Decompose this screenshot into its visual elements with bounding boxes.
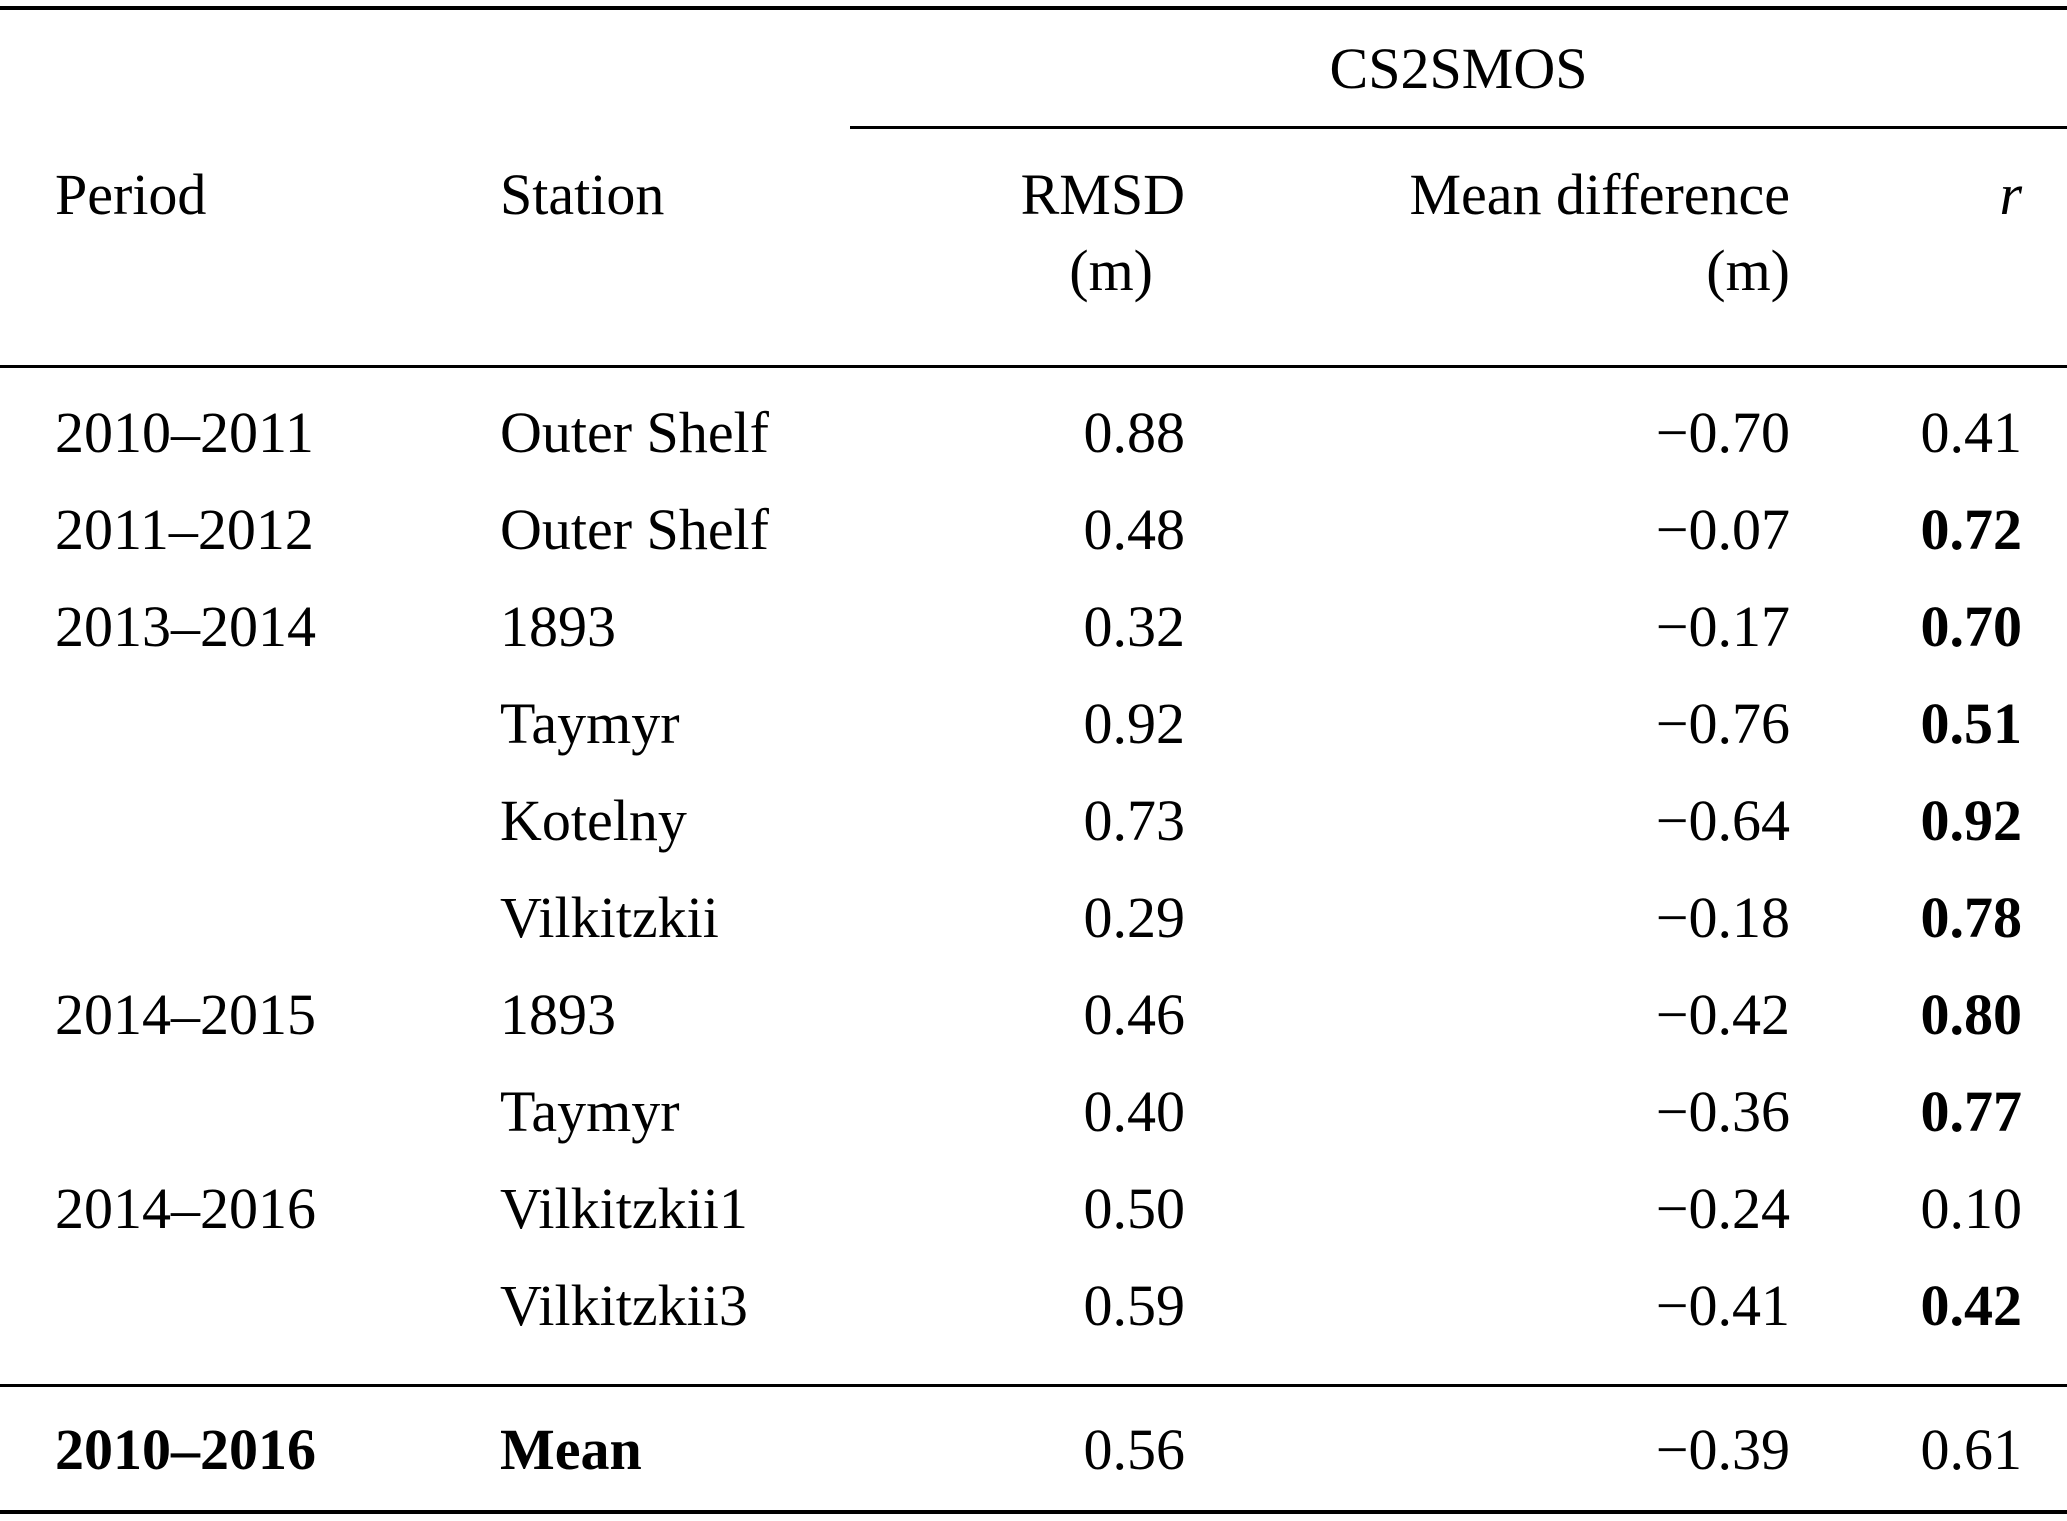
- station-cell: Vilkitzkii: [500, 885, 719, 950]
- col-header-r: r: [1790, 127, 2067, 368]
- col-header-station: Station: [500, 127, 850, 368]
- r-cell: 0.42: [1920, 1273, 2023, 1338]
- r-cell: 0.77: [1920, 1079, 2023, 1144]
- rmsd-cell: 0.48: [1083, 497, 1186, 562]
- r-cell: 0.41: [1920, 400, 2023, 465]
- mean-difference-cell: −0.24: [1655, 1176, 1790, 1241]
- period-cell: 2010–2011: [55, 400, 314, 465]
- rmsd-cell: 0.73: [1083, 788, 1186, 853]
- rmsd-cell: 0.92: [1083, 691, 1186, 756]
- table-row: Kotelny 0.73 −0.64 0.92: [0, 772, 2067, 869]
- rmsd-cell: 0.40: [1083, 1079, 1186, 1144]
- period-cell: 2013–2014: [55, 594, 316, 659]
- summary-period-cell: 2010–2016: [0, 1384, 500, 1514]
- r-cell: 0.78: [1920, 885, 2023, 950]
- r-cell: 0.51: [1920, 691, 2023, 756]
- table-row: 2013–2014 1893 0.32 −0.17 0.70: [0, 578, 2067, 675]
- period-cell: [0, 675, 500, 772]
- table-header: CS2SMOS Period Station RMSD (m) Mean dif…: [0, 6, 2067, 368]
- period-cell: [0, 1257, 500, 1386]
- table-row: Taymyr 0.92 −0.76 0.51: [0, 675, 2067, 772]
- rmsd-cell: 0.50: [1083, 1176, 1186, 1241]
- rmsd-cell: 0.46: [1083, 982, 1186, 1047]
- period-cell: [0, 869, 500, 966]
- station-cell: 1893: [500, 594, 616, 659]
- mean-difference-cell: −0.17: [1655, 594, 1790, 659]
- column-header-row: Period Station RMSD (m) Mean difference …: [0, 127, 2067, 368]
- span-header-spacer: [0, 6, 850, 128]
- station-cell: Outer Shelf: [500, 497, 769, 562]
- mean-difference-cell: −0.36: [1655, 1079, 1790, 1144]
- period-cell: 2011–2012: [55, 497, 314, 562]
- mean-difference-cell: −0.64: [1655, 788, 1790, 853]
- span-header-cs2smos: CS2SMOS: [850, 6, 2067, 129]
- mean-difference-unit-label: (m): [1706, 238, 1790, 303]
- rmsd-label: RMSD: [1020, 162, 1185, 227]
- span-header-row: CS2SMOS: [0, 6, 2067, 129]
- table-row: Taymyr 0.40 −0.36 0.77: [0, 1063, 2067, 1160]
- table-row: 2011–2012 Outer Shelf 0.48 −0.07 0.72: [0, 481, 2067, 578]
- rmsd-cell: 0.59: [1083, 1273, 1186, 1338]
- mean-difference-cell: −0.07: [1655, 497, 1790, 562]
- r-cell: 0.10: [1920, 1176, 2023, 1241]
- mean-difference-cell: −0.41: [1655, 1273, 1790, 1338]
- mean-difference-cell: −0.42: [1655, 982, 1790, 1047]
- rmsd-cell: 0.88: [1083, 400, 1186, 465]
- summary-row: 2010–2016 Mean 0.56 −0.39 0.61: [0, 1384, 2067, 1514]
- station-cell: 1893: [500, 982, 616, 1047]
- station-cell: Kotelny: [500, 788, 687, 853]
- col-header-mean-difference: Mean difference (m): [1185, 127, 1790, 368]
- mean-difference-cell: −0.76: [1655, 691, 1790, 756]
- station-cell: Outer Shelf: [500, 400, 769, 465]
- station-cell: Taymyr: [500, 1079, 680, 1144]
- summary-rmsd-cell: 0.56: [850, 1384, 1185, 1514]
- summary-mean-difference-cell: −0.39: [1185, 1384, 1790, 1514]
- table-row: 2014–2015 1893 0.46 −0.42 0.80: [0, 966, 2067, 1063]
- rmsd-unit-label: (m): [1069, 238, 1153, 303]
- period-cell: [0, 1063, 500, 1160]
- r-cell: 0.72: [1920, 497, 2023, 562]
- table-row: 2014–2016 Vilkitzkii1 0.50 −0.24 0.10: [0, 1160, 2067, 1257]
- table-summary: 2010–2016 Mean 0.56 −0.39 0.61: [0, 1384, 2067, 1514]
- col-header-period: Period: [0, 127, 500, 368]
- station-cell: Vilkitzkii3: [500, 1273, 748, 1338]
- r-cell: 0.92: [1920, 788, 2023, 853]
- table-body: 2010–2011 Outer Shelf 0.88 −0.70 0.41 20…: [0, 367, 2067, 1386]
- mean-difference-cell: −0.70: [1655, 400, 1790, 465]
- r-cell: 0.70: [1920, 594, 2023, 659]
- validation-stats-table: CS2SMOS Period Station RMSD (m) Mean dif…: [0, 6, 2067, 1514]
- station-cell: Vilkitzkii1: [500, 1176, 748, 1241]
- period-cell: [0, 772, 500, 869]
- mean-difference-label: Mean difference: [1409, 162, 1790, 227]
- rmsd-cell: 0.29: [1083, 885, 1186, 950]
- summary-r-cell: 0.61: [1790, 1384, 2067, 1514]
- mean-difference-cell: −0.18: [1655, 885, 1790, 950]
- period-cell: 2014–2016: [55, 1176, 316, 1241]
- rmsd-cell: 0.32: [1083, 594, 1186, 659]
- period-cell: 2014–2015: [55, 982, 316, 1047]
- table-row: Vilkitzkii3 0.59 −0.41 0.42: [0, 1257, 2067, 1386]
- col-header-rmsd: RMSD (m): [850, 127, 1185, 368]
- r-cell: 0.80: [1920, 982, 2023, 1047]
- table-row: Vilkitzkii 0.29 −0.18 0.78: [0, 869, 2067, 966]
- summary-station-cell: Mean: [500, 1384, 850, 1514]
- table-row: 2010–2011 Outer Shelf 0.88 −0.70 0.41: [0, 367, 2067, 482]
- station-cell: Taymyr: [500, 691, 680, 756]
